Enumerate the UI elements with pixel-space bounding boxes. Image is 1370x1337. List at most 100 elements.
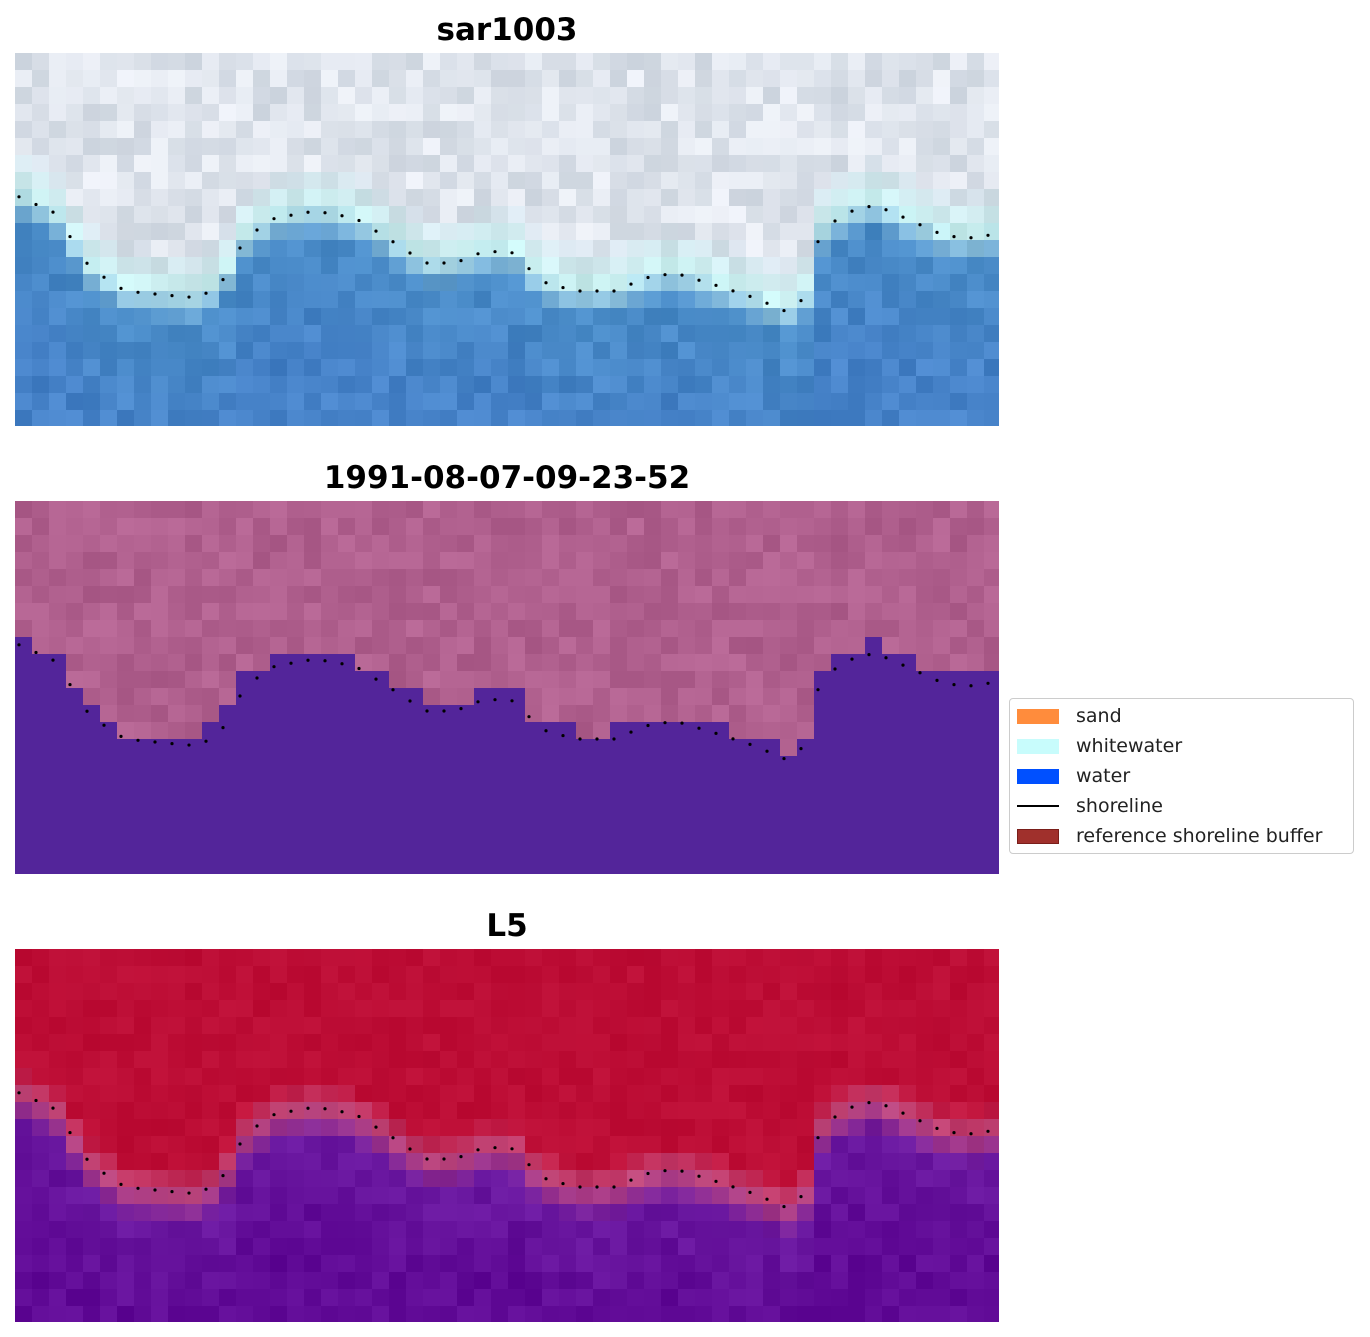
shoreline-point bbox=[578, 289, 582, 293]
shoreline-point bbox=[170, 1190, 174, 1194]
shoreline-point bbox=[901, 663, 905, 667]
shoreline-point bbox=[391, 688, 395, 692]
shoreline-point bbox=[408, 699, 412, 703]
shoreline-point bbox=[867, 653, 871, 657]
shoreline-point bbox=[612, 737, 616, 741]
shoreline-point bbox=[323, 1107, 327, 1111]
shoreline-point bbox=[391, 1136, 395, 1140]
shoreline-point bbox=[867, 1101, 871, 1105]
shoreline-point bbox=[391, 240, 395, 244]
shoreline-point bbox=[901, 215, 905, 219]
rgb-image-panel bbox=[15, 53, 999, 426]
shoreline-point bbox=[221, 278, 225, 282]
shoreline-point bbox=[986, 681, 990, 685]
shoreline-point bbox=[527, 267, 531, 271]
shoreline-point bbox=[272, 665, 276, 669]
shoreline-point bbox=[561, 733, 565, 738]
shoreline-point bbox=[629, 1178, 633, 1182]
shoreline-point bbox=[51, 658, 55, 662]
shoreline-point bbox=[986, 233, 990, 237]
shoreline-point bbox=[68, 1130, 72, 1135]
shoreline-point bbox=[527, 1163, 531, 1167]
shoreline-point bbox=[833, 219, 837, 223]
shoreline-point bbox=[102, 275, 106, 279]
shoreline-point bbox=[799, 299, 803, 303]
shoreline-point bbox=[357, 666, 361, 671]
legend-swatch-reference-buffer bbox=[1017, 828, 1059, 844]
shoreline-point bbox=[680, 273, 684, 277]
shoreline-point bbox=[731, 1185, 735, 1189]
shoreline-point bbox=[765, 301, 769, 305]
shoreline-point bbox=[510, 1147, 514, 1151]
shoreline-point bbox=[289, 213, 293, 217]
shoreline-point bbox=[476, 700, 480, 704]
shoreline-point bbox=[459, 259, 463, 263]
shoreline-point bbox=[153, 740, 157, 744]
shoreline-point bbox=[612, 289, 616, 293]
shoreline-point bbox=[85, 709, 89, 713]
shoreline-point bbox=[85, 1157, 89, 1161]
shoreline-point bbox=[612, 1185, 616, 1189]
shoreline-point bbox=[629, 730, 633, 734]
shoreline-point bbox=[170, 742, 174, 746]
legend-item-reference-buffer: reference shoreline buffer bbox=[1017, 825, 1322, 847]
shoreline-point bbox=[323, 211, 327, 215]
shoreline-point bbox=[34, 202, 38, 207]
shoreline-point bbox=[340, 214, 344, 218]
shoreline-point bbox=[833, 1115, 837, 1119]
shoreline-point bbox=[816, 688, 820, 692]
shoreline-point bbox=[901, 1111, 905, 1115]
shoreline-point bbox=[697, 278, 701, 282]
shoreline-point bbox=[255, 676, 259, 680]
shoreline-point bbox=[714, 283, 718, 287]
shoreline-point bbox=[680, 1169, 684, 1173]
shoreline-point bbox=[255, 228, 259, 232]
shoreline-point bbox=[731, 737, 735, 741]
shoreline-point bbox=[884, 208, 888, 212]
shoreline-point bbox=[357, 218, 361, 223]
shoreline-point bbox=[272, 1113, 276, 1117]
shoreline-point bbox=[459, 707, 463, 711]
shoreline-point bbox=[748, 742, 752, 746]
shoreline-point bbox=[952, 1131, 956, 1135]
shoreline-point bbox=[17, 643, 21, 647]
shoreline-point bbox=[51, 210, 55, 214]
panel-title-probability: L5 bbox=[486, 908, 528, 944]
shoreline-point bbox=[425, 261, 429, 265]
shoreline-point bbox=[408, 251, 412, 255]
legend-item-whitewater: whitewater bbox=[1017, 735, 1182, 757]
shoreline-point bbox=[136, 1186, 140, 1190]
shoreline-point bbox=[119, 734, 123, 738]
shoreline-point bbox=[34, 1098, 38, 1103]
shoreline-point bbox=[646, 275, 650, 280]
shoreline-dots bbox=[17, 195, 990, 313]
shoreline-point bbox=[714, 1179, 718, 1183]
shoreline-point bbox=[850, 657, 854, 661]
shoreline-point bbox=[476, 1148, 480, 1152]
shoreline-point bbox=[306, 658, 310, 662]
shoreline-point bbox=[17, 195, 21, 199]
legend-item-sand: sand bbox=[1017, 705, 1122, 727]
shoreline-point bbox=[799, 747, 803, 751]
shoreline-point bbox=[935, 230, 939, 234]
shoreline-point bbox=[816, 240, 820, 244]
shoreline-point bbox=[544, 281, 548, 285]
shoreline-point bbox=[544, 729, 548, 733]
shoreline-point bbox=[119, 286, 123, 290]
legend-swatch-shoreline bbox=[1017, 805, 1059, 807]
shoreline-point bbox=[442, 709, 446, 713]
shoreline-point bbox=[204, 739, 208, 743]
legend-label-shoreline: shoreline bbox=[1076, 795, 1163, 817]
shoreline-point bbox=[833, 667, 837, 671]
shoreline-point bbox=[153, 1188, 157, 1192]
shoreline-point bbox=[697, 1174, 701, 1178]
shoreline-point bbox=[663, 273, 667, 277]
probability-image-panel bbox=[15, 949, 999, 1322]
shoreline-point bbox=[238, 1142, 242, 1146]
legend: sand whitewater water shoreline referenc… bbox=[1009, 698, 1354, 854]
shoreline-point bbox=[595, 289, 599, 293]
shoreline-point bbox=[782, 308, 786, 313]
shoreline-point bbox=[272, 217, 276, 221]
shoreline-point bbox=[374, 1125, 378, 1129]
shoreline-point bbox=[850, 209, 854, 213]
